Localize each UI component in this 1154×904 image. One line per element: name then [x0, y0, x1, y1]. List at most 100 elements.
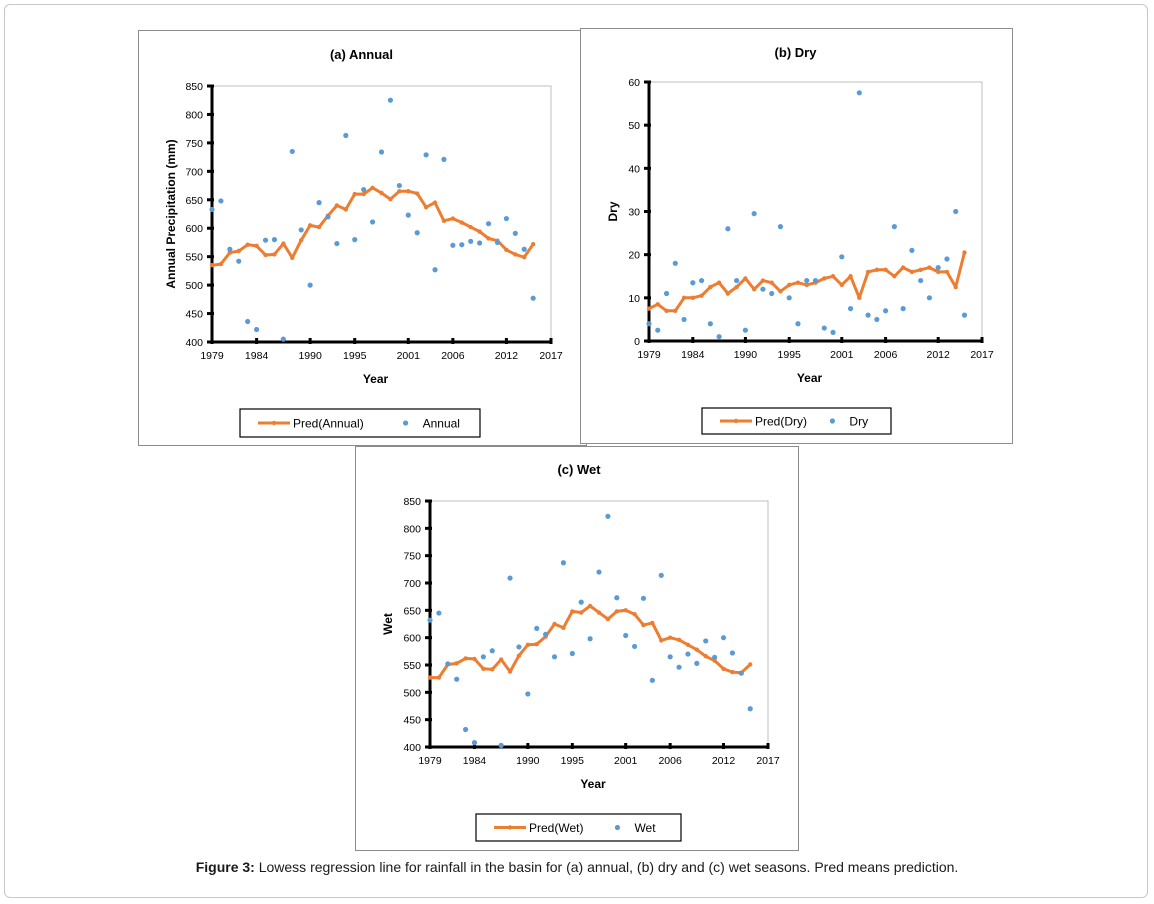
y-tick-label: 650	[185, 195, 203, 207]
pred-point	[316, 224, 322, 230]
pred-point	[734, 284, 739, 290]
pred-point	[504, 247, 509, 253]
y-axis-title: Annual Precipitation (mm)	[164, 139, 178, 288]
pred-point	[454, 661, 459, 666]
obs-point	[525, 691, 531, 697]
legend-obs-marker	[403, 420, 409, 426]
legend-obs-label: Annual	[423, 417, 460, 431]
legend-pred-label: Pred(Wet)	[529, 821, 583, 835]
obs-point	[953, 208, 959, 215]
pred-point	[379, 190, 384, 196]
pred-point	[427, 675, 433, 680]
obs-point	[405, 212, 411, 218]
legend-obs-label: Wet	[634, 821, 656, 835]
pred-point	[787, 282, 792, 288]
x-tick-label: 1979	[637, 349, 661, 361]
obs-point	[918, 277, 924, 284]
pred-point	[414, 191, 420, 196]
obs-point	[734, 277, 740, 284]
obs-point	[503, 215, 509, 222]
y-tick-label: 800	[185, 109, 203, 121]
obs-point	[227, 246, 233, 252]
pred-point	[760, 278, 766, 283]
obs-point	[485, 221, 492, 227]
pred-point	[477, 229, 482, 234]
x-tick-label: 1990	[298, 350, 322, 362]
obs-point	[883, 308, 889, 314]
obs-point	[587, 636, 593, 642]
pred-point	[432, 200, 438, 205]
pred-point	[716, 280, 722, 285]
obs-point	[578, 599, 584, 605]
pred-point	[343, 207, 349, 212]
obs-point	[909, 247, 915, 253]
obs-point	[512, 230, 518, 236]
pred-point	[641, 622, 646, 628]
pred-point	[918, 267, 923, 272]
obs-point	[961, 312, 968, 318]
x-tick-label: 2006	[874, 349, 898, 361]
y-tick-label: 750	[403, 551, 421, 563]
obs-point	[254, 326, 260, 333]
obs-point	[690, 280, 696, 286]
y-tick-label: 850	[185, 81, 203, 93]
obs-point	[623, 632, 629, 639]
x-axis-title: Year	[580, 777, 606, 791]
pred-point	[673, 308, 678, 313]
x-tick-label: 1984	[463, 755, 487, 767]
obs-point	[729, 650, 736, 656]
x-tick-label: 2017	[756, 755, 780, 767]
pred-series-line	[430, 604, 752, 680]
obs-point	[494, 239, 501, 246]
pred-point	[748, 662, 753, 667]
x-tick-label: 2001	[614, 755, 638, 767]
obs-point	[280, 336, 286, 342]
pred-point	[472, 656, 477, 662]
x-tick-label: 1984	[245, 350, 269, 362]
obs-point	[707, 321, 713, 327]
pred-point	[254, 243, 259, 249]
obs-point	[703, 638, 709, 644]
y-axis-title: Wet	[381, 613, 395, 635]
y-tick-label: 450	[185, 309, 203, 321]
obs-point	[596, 569, 602, 575]
obs-point	[423, 152, 429, 158]
legend-pred-marker	[271, 420, 277, 426]
pred-point	[236, 248, 241, 254]
pred-point	[209, 263, 215, 268]
obs-point	[507, 575, 513, 581]
pred-point	[900, 265, 906, 270]
pred-point	[769, 280, 774, 285]
pred-point	[874, 267, 880, 272]
y-tick-label: 0	[634, 336, 640, 348]
pred-point	[694, 647, 700, 652]
pred-point	[522, 255, 527, 260]
x-tick-label: 2001	[830, 349, 854, 361]
obs-point	[445, 661, 451, 667]
y-tick-label: 800	[403, 523, 421, 535]
y-tick-label: 500	[185, 280, 203, 292]
obs-point	[307, 282, 313, 288]
x-tick-label: 1979	[418, 755, 442, 767]
obs-point	[640, 595, 647, 601]
y-tick-label: 650	[403, 605, 421, 617]
pred-point	[370, 185, 375, 191]
obs-point	[289, 148, 295, 155]
pred-point	[481, 666, 486, 672]
obs-point	[856, 90, 862, 96]
pred-point	[388, 197, 393, 202]
obs-point	[786, 295, 792, 301]
obs-point	[387, 97, 394, 103]
pred-point	[361, 191, 366, 197]
y-tick-label: 750	[185, 138, 203, 150]
obs-point	[926, 295, 933, 301]
obs-point	[769, 290, 775, 297]
pred-point	[703, 654, 708, 659]
legend-obs-marker	[614, 824, 621, 831]
pred-point	[290, 255, 295, 261]
x-tick-label: 1995	[561, 755, 585, 767]
pred-point	[534, 642, 539, 647]
annual-chart-svg: (a) Annual 400 450 500 550 600 650 700 750 800 850…	[164, 47, 563, 438]
obs-point	[795, 321, 801, 327]
obs-point	[245, 318, 251, 325]
